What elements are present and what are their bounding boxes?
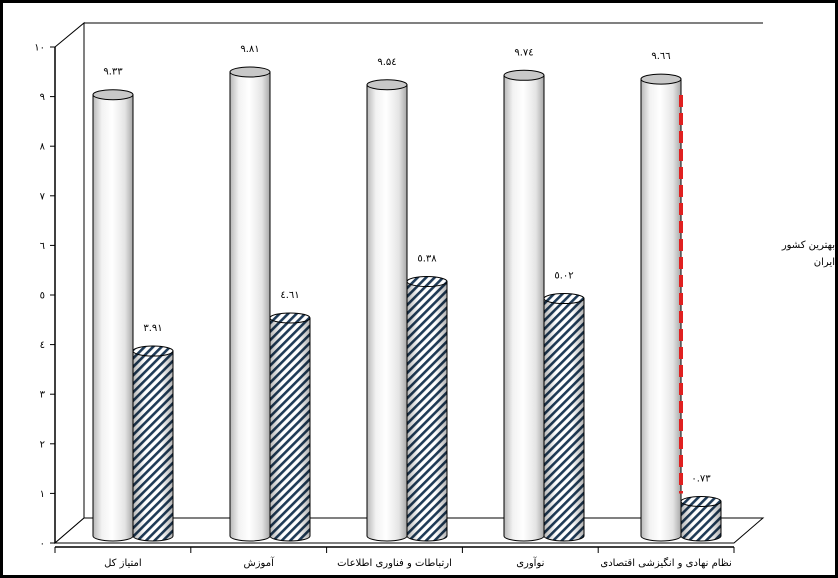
bar-shading <box>544 298 584 541</box>
x-axis-ticks: امتیاز کل آموزش ارتباطات و فناوری اطلاعات ن… <box>54 547 735 569</box>
y-tick-label: ٦ <box>40 241 45 252</box>
data-label: ۹.٦٦ <box>651 51 670 62</box>
x-tick-label: نوآوری <box>516 556 544 569</box>
data-label: ۹.۸۱ <box>240 44 259 55</box>
left-wall <box>54 21 85 545</box>
bar-iran <box>406 276 448 542</box>
bar-body <box>366 84 408 542</box>
legend-label-iran: ایران <box>813 257 835 268</box>
data-label: ۳.۹۱ <box>143 323 162 334</box>
data-label: ۹.۵٤ <box>377 57 396 68</box>
bar-top <box>132 345 174 357</box>
bar-best-country <box>640 73 682 542</box>
bar-shading <box>681 501 721 541</box>
chart-canvas: ۰ ۱ ۲ ۳ ٤ ٥ ٦ ۷ ۸ ۹ ۱۰ امتیاز کل آموزش ارتباطات و فن… <box>34 21 765 569</box>
bar-best-country <box>503 69 545 542</box>
bar-top <box>543 293 585 305</box>
bar-iran <box>680 495 722 542</box>
legend-item-iran: ایران <box>766 254 835 271</box>
y-tick-label: ۸ <box>40 142 46 153</box>
bar-top <box>406 276 448 288</box>
data-label: ٤.٦۱ <box>280 290 299 301</box>
bar-iran <box>543 293 585 542</box>
bar-iran <box>132 345 174 542</box>
bar-iran <box>269 312 311 542</box>
data-label: ۹.۳۳ <box>103 67 123 78</box>
legend-label-best-country: بهترین کشور <box>781 240 835 251</box>
bar-body <box>503 74 545 542</box>
bar-shading <box>133 351 173 541</box>
y-tick-label: ۱۰ <box>34 43 45 54</box>
y-tick-label: ۷ <box>40 191 46 202</box>
bar-top <box>269 312 311 324</box>
bar-best-country <box>366 79 408 542</box>
bar-shading <box>270 317 310 541</box>
bar-body <box>92 94 134 542</box>
y-tick-label: ۳ <box>40 390 46 401</box>
bar-top <box>503 69 545 81</box>
x-tick-label: نظام نهادی و انگیزشی اقتصادی <box>600 557 731 569</box>
bars-layer: ۹.۳۳ ۳.۹۱ ۹.۸۱ ٤.٦۱ ۹.۵٤ ٥.۳۸ ۹.۷٤ ٥.۰۲ ۹.٦٦ ۰.۷۳ <box>92 44 722 542</box>
bar-shading <box>407 281 447 541</box>
legend: بهترین کشور ایران <box>766 237 835 271</box>
bar-best-country <box>92 89 134 542</box>
bar-top <box>366 79 408 91</box>
y-tick-label: ۱ <box>40 489 45 500</box>
y-tick-label: ٥ <box>40 291 45 302</box>
legend-item-best-country: بهترین کشور <box>766 237 835 254</box>
data-label: ٥.۳۸ <box>417 254 437 265</box>
y-tick-label: ۹ <box>40 92 45 103</box>
bar-top <box>92 89 134 101</box>
y-tick-label: ٤ <box>40 340 45 351</box>
bar-top <box>640 73 682 85</box>
bar-body <box>640 78 682 542</box>
x-tick-label: ارتباطات و فناوری اطلاعات <box>337 558 452 569</box>
y-tick-label: ۰ <box>40 539 45 550</box>
bar-best-country <box>229 66 271 542</box>
x-tick-label: امتیاز کل <box>104 558 142 569</box>
bar-top <box>229 66 271 78</box>
data-label: ٥.۰۲ <box>554 271 573 282</box>
bar-top <box>680 495 722 507</box>
bar-body <box>229 71 271 542</box>
y-axis-ticks: ۰ ۱ ۲ ۳ ٤ ٥ ٦ ۷ ۸ ۹ ۱۰ <box>34 43 55 550</box>
data-label: ۰.۷۳ <box>691 473 711 484</box>
data-label: ۹.۷٤ <box>514 47 533 58</box>
x-tick-label: آموزش <box>244 556 276 569</box>
y-tick-label: ۲ <box>40 439 45 450</box>
